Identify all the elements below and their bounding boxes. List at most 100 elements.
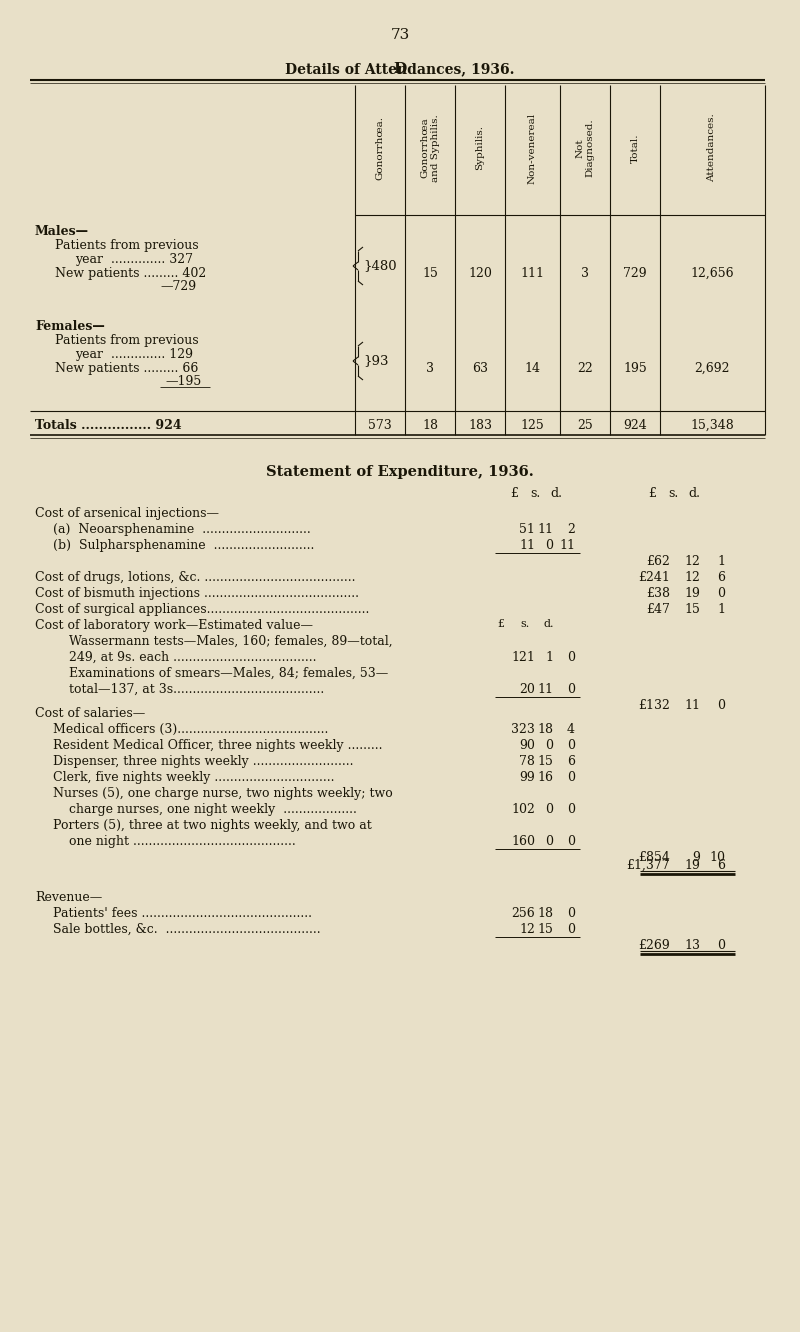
Text: 15: 15 [537, 923, 553, 936]
Text: 12: 12 [519, 923, 535, 936]
Text: (b)  Sulpharsphenamine  ..........................: (b) Sulpharsphenamine ..................… [53, 539, 314, 551]
Text: Attendances.: Attendances. [707, 113, 717, 182]
Text: 9: 9 [692, 851, 700, 864]
Text: Clerk, five nights weekly ...............................: Clerk, five nights weekly ..............… [53, 771, 334, 785]
Text: £132: £132 [638, 699, 670, 713]
Text: Dispenser, three nights weekly ..........................: Dispenser, three nights weekly .........… [53, 755, 354, 769]
Text: £241: £241 [638, 571, 670, 583]
Text: 3: 3 [581, 266, 589, 280]
Text: 111: 111 [520, 266, 544, 280]
Text: £1,377: £1,377 [626, 859, 670, 872]
Text: 12: 12 [684, 555, 700, 567]
Text: Total.: Total. [630, 133, 639, 163]
Text: 12,656: 12,656 [690, 266, 734, 280]
Text: Patients from previous: Patients from previous [55, 238, 198, 252]
Text: £269: £269 [638, 939, 670, 952]
Text: 0: 0 [717, 939, 725, 952]
Text: s.: s. [530, 488, 540, 500]
Text: 729: 729 [623, 266, 647, 280]
Text: 18: 18 [537, 907, 553, 920]
Text: 11: 11 [684, 699, 700, 713]
Text: Cost of bismuth injections ........................................: Cost of bismuth injections .............… [35, 587, 359, 599]
Text: Non-venereal: Non-venereal [527, 112, 537, 184]
Text: 11: 11 [559, 539, 575, 551]
Text: 90: 90 [519, 739, 535, 753]
Text: one night ..........................................: one night ..............................… [53, 835, 296, 848]
Text: Cost of arsenical injections—: Cost of arsenical injections— [35, 507, 219, 519]
Text: Females—: Females— [35, 320, 105, 333]
Text: s.: s. [520, 619, 530, 629]
Text: —195: —195 [165, 376, 202, 388]
Text: 11: 11 [537, 523, 553, 535]
Text: 14: 14 [524, 362, 540, 376]
Text: 0: 0 [567, 803, 575, 817]
Text: £: £ [497, 619, 504, 629]
Text: 160: 160 [511, 835, 535, 848]
Text: Wassermann tests—Males, 160; females, 89—total,: Wassermann tests—Males, 160; females, 89… [53, 635, 393, 647]
Text: 183: 183 [468, 420, 492, 432]
Text: Gonorrhœa
and Syphilis.: Gonorrhœa and Syphilis. [420, 115, 440, 182]
Text: 51: 51 [519, 523, 535, 535]
Text: 1: 1 [545, 651, 553, 663]
Text: 12: 12 [684, 571, 700, 583]
Text: 18: 18 [537, 723, 553, 737]
Text: 0: 0 [567, 739, 575, 753]
Text: Patients' fees ............................................: Patients' fees .........................… [53, 907, 312, 920]
Text: 0: 0 [545, 803, 553, 817]
Text: 18: 18 [422, 420, 438, 432]
Text: 0: 0 [567, 771, 575, 785]
Text: 0: 0 [567, 651, 575, 663]
Text: 120: 120 [468, 266, 492, 280]
Text: 6: 6 [717, 571, 725, 583]
Text: 11: 11 [519, 539, 535, 551]
Text: 573: 573 [368, 420, 392, 432]
Text: 22: 22 [577, 362, 593, 376]
Text: 15: 15 [537, 755, 553, 769]
Text: Patients from previous: Patients from previous [55, 334, 198, 348]
Text: £38: £38 [646, 587, 670, 599]
Text: 0: 0 [717, 699, 725, 713]
Text: 1: 1 [717, 555, 725, 567]
Text: s.: s. [668, 488, 678, 500]
Text: £47: £47 [646, 603, 670, 615]
Text: New patients ......... 402: New patients ......... 402 [55, 266, 206, 280]
Text: 0: 0 [545, 739, 553, 753]
Text: }480: }480 [363, 260, 397, 273]
Text: Statement of Expenditure, 1936.: Statement of Expenditure, 1936. [266, 465, 534, 480]
Text: 256: 256 [511, 907, 535, 920]
Text: 2: 2 [567, 523, 575, 535]
Text: Males—: Males— [35, 225, 89, 238]
Text: 16: 16 [537, 771, 553, 785]
Text: 0: 0 [717, 587, 725, 599]
Text: 0: 0 [567, 907, 575, 920]
Text: 0: 0 [567, 923, 575, 936]
Text: 0: 0 [545, 835, 553, 848]
Text: Nurses (5), one charge nurse, two nights weekly; two: Nurses (5), one charge nurse, two nights… [53, 787, 393, 801]
Text: 0: 0 [567, 835, 575, 848]
Text: (a)  Neoarsphenamine  ............................: (a) Neoarsphenamine ....................… [53, 523, 310, 535]
Text: Cost of salaries—: Cost of salaries— [35, 707, 146, 721]
Text: 15: 15 [684, 603, 700, 615]
Text: Revenue—: Revenue— [35, 891, 102, 904]
Text: d.: d. [543, 619, 554, 629]
Text: 10: 10 [709, 851, 725, 864]
Text: d.: d. [550, 488, 562, 500]
Text: 19: 19 [684, 859, 700, 872]
Text: D: D [394, 63, 406, 76]
Text: Details of Attendances, 1936.: Details of Attendances, 1936. [286, 63, 514, 76]
Text: Syphilis.: Syphilis. [475, 125, 485, 170]
Text: 13: 13 [684, 939, 700, 952]
Text: 3: 3 [426, 362, 434, 376]
Text: 0: 0 [567, 683, 575, 697]
Text: 195: 195 [623, 362, 647, 376]
Text: £: £ [510, 488, 518, 500]
Text: year  .............. 327: year .............. 327 [75, 253, 193, 266]
Text: Examinations of smears—Males, 84; females, 53—: Examinations of smears—Males, 84; female… [53, 667, 388, 681]
Text: d.: d. [688, 488, 700, 500]
Text: 25: 25 [577, 420, 593, 432]
Text: 4: 4 [567, 723, 575, 737]
Text: 2,692: 2,692 [694, 362, 730, 376]
Text: 78: 78 [519, 755, 535, 769]
Text: Medical officers (3).......................................: Medical officers (3)....................… [53, 723, 328, 737]
Text: Not
Diagnosed.: Not Diagnosed. [575, 119, 594, 177]
